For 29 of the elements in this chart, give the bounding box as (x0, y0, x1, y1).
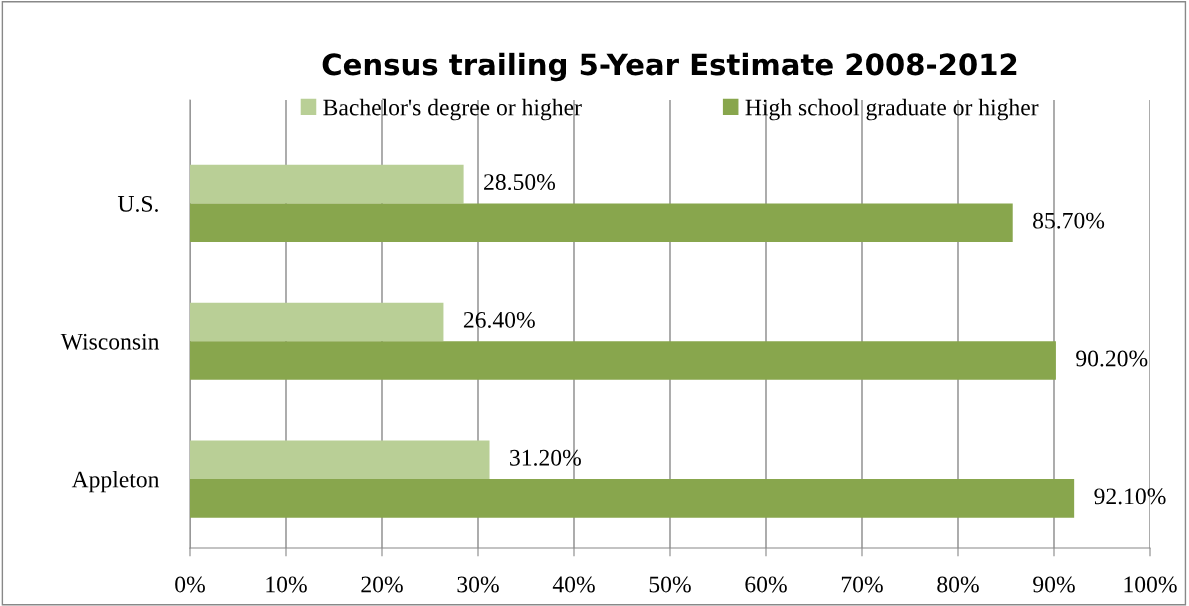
y-tick-label: Appleton (71, 470, 160, 493)
x-tick-label: 40% (552, 576, 595, 593)
legend-label: Bachelor's degree or higher (323, 98, 582, 121)
data-label: 90.20% (1076, 350, 1148, 367)
legend-label: High school graduate or higher (745, 98, 1039, 121)
data-label: 92.10% (1094, 488, 1166, 505)
data-label: 28.50% (484, 174, 556, 191)
bar (190, 479, 1075, 518)
bar (190, 341, 1056, 380)
x-tick-label: 70% (841, 576, 883, 593)
x-tick-label: 60% (745, 576, 787, 593)
data-label: 31.20% (510, 449, 581, 466)
x-tick-label: 30% (457, 576, 499, 593)
x-tick-label: 50% (649, 576, 691, 593)
bar (190, 440, 490, 480)
y-tick-label: Wisconsin (60, 333, 160, 350)
bar (190, 203, 1013, 242)
x-tick-label: 20% (361, 576, 403, 593)
data-label: 85.70% (1033, 212, 1105, 229)
bar (190, 302, 444, 342)
data-label: 26.40% (463, 311, 535, 328)
x-tick-label: 90% (1033, 576, 1075, 593)
chart-title: Census trailing 5-Year Estimate 2008-2012 (322, 52, 1017, 82)
y-tick-label: U.S. (117, 195, 158, 212)
x-tick-label: 0% (175, 576, 205, 593)
x-tick-label: 100% (1124, 576, 1177, 593)
x-tick-label: 10% (266, 576, 307, 593)
x-tick-label: 80% (937, 576, 979, 593)
bar (190, 164, 464, 204)
